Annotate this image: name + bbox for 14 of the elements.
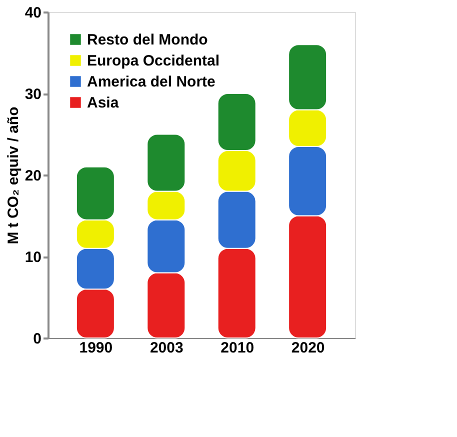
x-tick-label: 1990 xyxy=(79,340,113,356)
y-tick-label: 0 xyxy=(33,330,42,348)
x-tick-label: 2003 xyxy=(150,340,184,356)
y-tick-label: 20 xyxy=(24,168,42,184)
legend-label: Europa Occidental xyxy=(87,52,220,70)
legend-label: America del Norte xyxy=(87,74,216,90)
legend-label: Asia xyxy=(87,94,120,112)
y-axis-title: M t CO₂ equiv / año xyxy=(4,106,22,244)
y-tick-label: 30 xyxy=(24,86,42,103)
y-tick-label: 40 xyxy=(24,4,42,22)
y-tick-label: 10 xyxy=(24,249,42,266)
x-tick-label: 2010 xyxy=(220,340,254,356)
legend-label: Resto del Mondo xyxy=(87,32,208,48)
x-tick-label: 2020 xyxy=(291,340,325,356)
